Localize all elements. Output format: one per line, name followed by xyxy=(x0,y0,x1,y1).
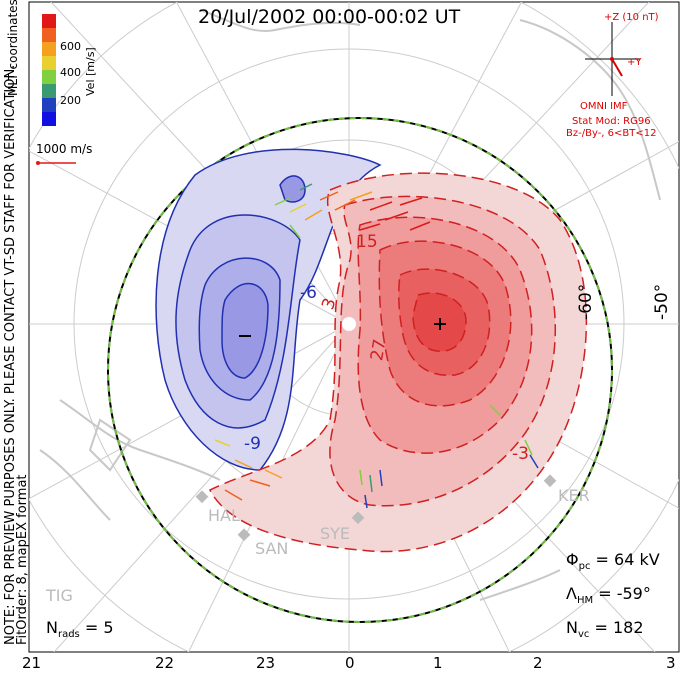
lambda-hm-stat: ΛHM = -59° xyxy=(566,584,651,606)
radar-label-tig: TIG xyxy=(46,586,73,605)
imf-omni-label: OMNI IMF xyxy=(580,101,628,112)
colorbar-segment xyxy=(42,98,56,112)
nvc-symbol: N xyxy=(566,618,578,637)
nvc-value: = 182 xyxy=(594,618,644,637)
fitorder-label: FitOrder: 8, mapEX format xyxy=(15,474,30,645)
mlt-tick: 23 xyxy=(256,654,276,672)
nvc-stat: Nvc = 182 xyxy=(566,618,644,640)
imf-stat-mod: Stat Mod: RG96 xyxy=(572,116,651,127)
plot-title: 20/Jul/2002 00:00-00:02 UT xyxy=(198,6,461,28)
colorbar-segment xyxy=(42,84,56,98)
imf-plus-y: +Y xyxy=(627,57,642,68)
radar-label-hal: HAL xyxy=(208,506,240,525)
lambda-hm-symbol: Λ xyxy=(566,584,577,603)
colorbar-tick-200: 200 xyxy=(60,94,81,107)
mlt-tick: 22 xyxy=(155,654,175,672)
colorbar-segment xyxy=(42,70,56,84)
radar-label-ker: KER xyxy=(558,486,590,505)
phi-pc-value: = 64 kV xyxy=(595,550,660,569)
phi-pc-stat: Φpc = 64 kV xyxy=(566,550,660,572)
nrads-value: = 5 xyxy=(84,618,114,637)
lambda-hm-sub: HM xyxy=(576,595,594,607)
mlt-tick: 1 xyxy=(433,654,443,672)
positive-cell xyxy=(208,172,588,553)
radar-label-san: SAN xyxy=(255,539,289,558)
contour-label: -3 xyxy=(512,444,529,464)
colorbar-segment xyxy=(42,56,56,70)
hm-boundary-green xyxy=(107,117,613,623)
colorbar-segment xyxy=(42,112,56,126)
imf-bz-by: Bz-/By-, 6<BT<12 xyxy=(566,128,657,139)
phi-pc-symbol: Φ xyxy=(566,550,579,569)
scale-vector-label: 1000 m/s xyxy=(36,142,93,156)
mlt-tick: 0 xyxy=(345,654,355,672)
nrads-sub: rads xyxy=(57,629,80,641)
radar-label-sye: SYE xyxy=(320,524,351,543)
nrads-stat: Nrads = 5 xyxy=(46,618,114,640)
pole-marker xyxy=(342,317,356,331)
contour-label: 27 xyxy=(367,337,391,363)
imf-dial xyxy=(585,22,640,96)
contour-label: -6 xyxy=(300,283,317,303)
imf-plus-z: +Z (10 nT) xyxy=(604,12,659,23)
mlt-tick: 2 xyxy=(533,654,543,672)
contour-label: -9 xyxy=(244,434,261,454)
scale-vector-dot xyxy=(36,161,40,165)
nrads-symbol: N xyxy=(46,618,58,637)
lambda-hm-value: = -59° xyxy=(598,584,651,603)
contour-label: 15 xyxy=(356,232,378,252)
nvc-sub: vc xyxy=(577,629,590,641)
velocity-vectors xyxy=(214,183,539,509)
colorbar-segment xyxy=(42,42,56,56)
colorbar-tick-400: 400 xyxy=(60,66,81,79)
colorbar-unit: Vel [m/s] xyxy=(84,47,97,96)
colorbar-segment xyxy=(42,14,56,28)
colorbar xyxy=(42,14,56,126)
latitude-label-50: -50° xyxy=(652,283,672,320)
mlt-tick: 21 xyxy=(22,654,42,672)
latitude-label-60: -60° xyxy=(576,283,596,320)
mlt-tick: 3 xyxy=(666,654,676,672)
colorbar-tick-600: 600 xyxy=(60,40,81,53)
phi-pc-sub: pc xyxy=(578,561,591,573)
coastlines xyxy=(39,9,661,601)
colorbar-segment xyxy=(42,28,56,42)
negative-cell xyxy=(155,148,382,471)
